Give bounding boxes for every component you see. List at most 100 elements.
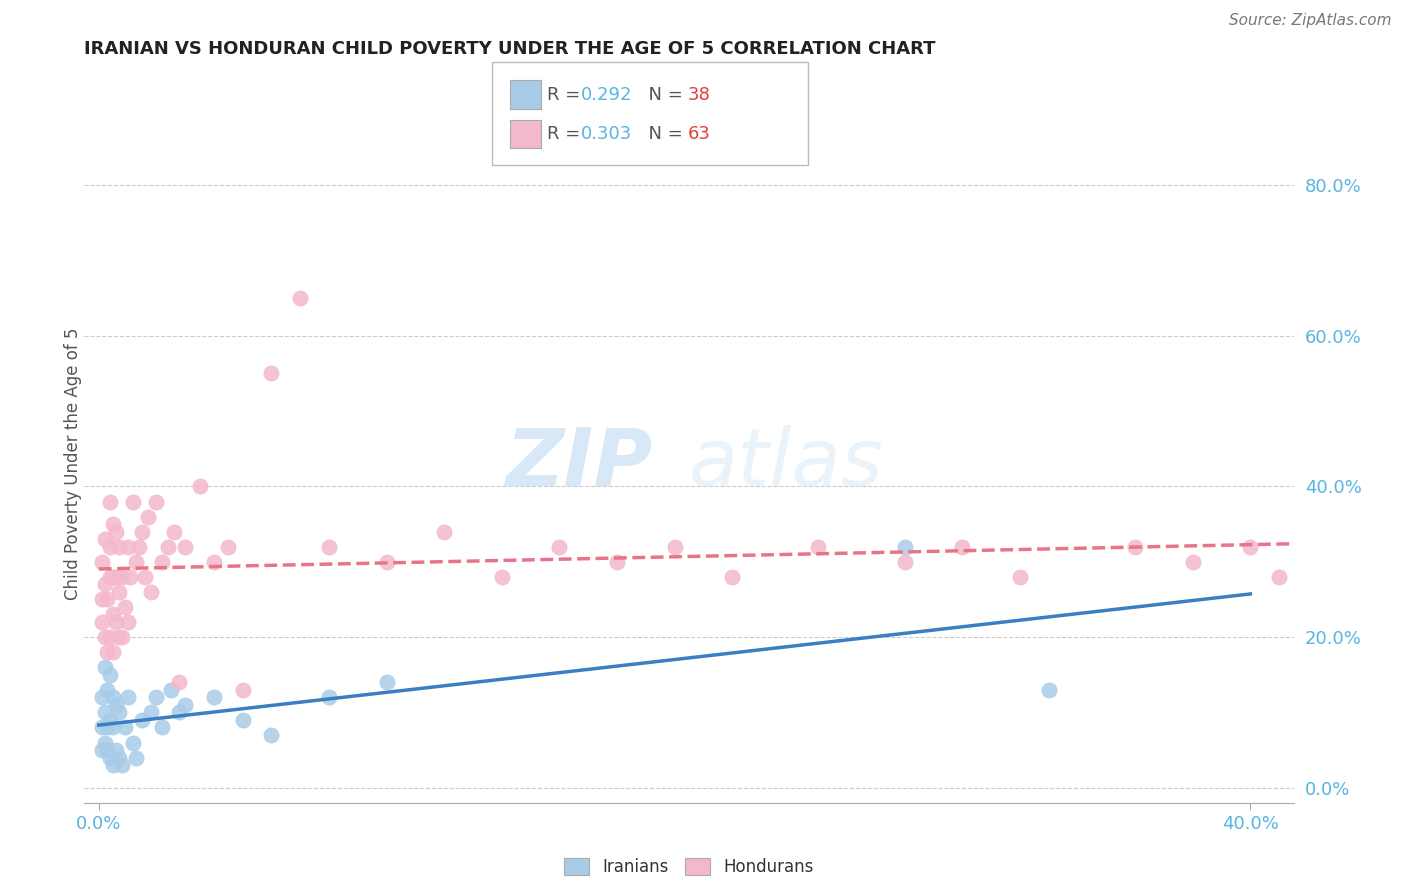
Point — [232, 682, 254, 697]
Text: N =: N = — [637, 125, 689, 143]
Point — [162, 524, 184, 539]
Text: 63: 63 — [688, 125, 710, 143]
Point — [96, 721, 118, 735]
Point — [952, 540, 974, 554]
Text: 0.292: 0.292 — [581, 86, 633, 103]
Point — [96, 682, 118, 697]
Point — [664, 540, 686, 554]
Point — [96, 743, 118, 757]
Text: N =: N = — [637, 86, 689, 103]
Point — [217, 540, 239, 554]
Text: 0.303: 0.303 — [581, 125, 631, 143]
Point — [114, 721, 136, 735]
Point — [90, 690, 112, 705]
Point — [98, 570, 121, 584]
Point — [375, 675, 398, 690]
Point — [105, 524, 128, 539]
Point — [105, 743, 128, 757]
Point — [90, 721, 112, 735]
Point — [93, 706, 115, 720]
Y-axis label: Child Poverty Under the Age of 5: Child Poverty Under the Age of 5 — [65, 327, 82, 600]
Point — [1268, 570, 1291, 584]
Point — [169, 675, 191, 690]
Point — [131, 713, 153, 727]
Point — [101, 607, 124, 622]
Point — [894, 555, 917, 569]
Point — [93, 577, 115, 591]
Text: ZIP: ZIP — [505, 425, 652, 503]
Point — [98, 713, 121, 727]
Point — [139, 706, 162, 720]
Point — [108, 750, 131, 764]
Point — [101, 721, 124, 735]
Point — [150, 721, 173, 735]
Text: atlas: atlas — [689, 425, 884, 503]
Point — [1239, 540, 1261, 554]
Point — [101, 570, 124, 584]
Point — [125, 750, 148, 764]
Point — [202, 690, 225, 705]
Point — [114, 599, 136, 614]
Point — [111, 630, 134, 644]
Point — [169, 706, 191, 720]
Point — [174, 540, 197, 554]
Point — [260, 728, 283, 742]
Point — [202, 555, 225, 569]
Text: R =: R = — [547, 125, 586, 143]
Point — [105, 698, 128, 712]
Point — [128, 540, 150, 554]
Point — [90, 592, 112, 607]
Point — [120, 570, 142, 584]
Text: R =: R = — [547, 86, 586, 103]
Point — [117, 540, 139, 554]
Point — [98, 540, 121, 554]
Point — [122, 735, 145, 749]
Point — [807, 540, 830, 554]
Point — [375, 555, 398, 569]
Point — [894, 540, 917, 554]
Point — [1123, 540, 1146, 554]
Point — [131, 524, 153, 539]
Point — [145, 690, 167, 705]
Point — [145, 494, 167, 508]
Point — [108, 706, 131, 720]
Point — [139, 585, 162, 599]
Point — [108, 540, 131, 554]
Point — [174, 698, 197, 712]
Point — [156, 540, 179, 554]
Legend: Iranians, Hondurans: Iranians, Hondurans — [557, 851, 821, 882]
Point — [101, 645, 124, 659]
Point — [105, 570, 128, 584]
Point — [101, 758, 124, 772]
Point — [98, 667, 121, 681]
Point — [318, 690, 340, 705]
Point — [101, 517, 124, 532]
Point — [721, 570, 744, 584]
Point — [98, 630, 121, 644]
Point — [105, 615, 128, 629]
Point — [96, 645, 118, 659]
Text: IRANIAN VS HONDURAN CHILD POVERTY UNDER THE AGE OF 5 CORRELATION CHART: IRANIAN VS HONDURAN CHILD POVERTY UNDER … — [84, 40, 936, 58]
Point — [433, 524, 456, 539]
Point — [1038, 682, 1060, 697]
Point — [606, 555, 628, 569]
Point — [117, 615, 139, 629]
Point — [290, 291, 312, 305]
Point — [117, 690, 139, 705]
Point — [111, 758, 134, 772]
Point — [134, 570, 156, 584]
Point — [93, 532, 115, 546]
Point — [93, 660, 115, 674]
Point — [98, 750, 121, 764]
Point — [125, 555, 148, 569]
Point — [111, 570, 134, 584]
Point — [1008, 570, 1031, 584]
Point — [318, 540, 340, 554]
Point — [93, 630, 115, 644]
Point — [548, 540, 571, 554]
Point — [108, 630, 131, 644]
Point — [108, 585, 131, 599]
Point — [90, 743, 112, 757]
Point — [232, 713, 254, 727]
Text: 38: 38 — [688, 86, 710, 103]
